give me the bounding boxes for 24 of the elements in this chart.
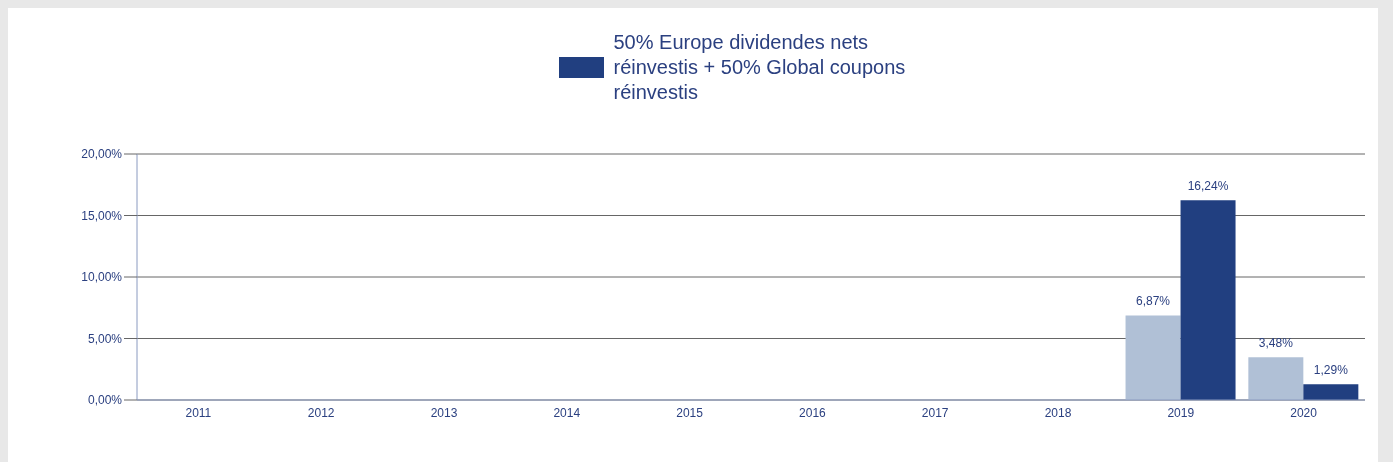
x-tick-label: 2017 — [921, 405, 949, 420]
data-label: 16,24% — [1187, 179, 1229, 194]
x-tick-label: 2020 — [1290, 405, 1318, 420]
x-tick-label: 2012 — [307, 405, 335, 420]
y-tick-label: 0,00% — [87, 393, 123, 408]
bar — [1125, 315, 1181, 400]
y-tick-label: 20,00% — [81, 147, 123, 162]
legend-label: 50% Europe dividendes nets réinvestis + 50% Global coupons réinvestis — [613, 30, 907, 105]
x-tick-label: 2019 — [1167, 405, 1195, 420]
x-tick-label: 2016 — [799, 405, 827, 420]
data-label: 6,87% — [1136, 294, 1171, 309]
data-label: 3,48% — [1258, 336, 1294, 351]
y-tick-label: 15,00% — [81, 208, 123, 223]
y-tick-label: 5,00% — [87, 331, 123, 346]
bar — [1180, 200, 1236, 400]
bar — [1248, 357, 1304, 400]
data-label: 1,29% — [1313, 363, 1349, 378]
x-tick-label: 2013 — [430, 405, 458, 420]
x-tick-label: 2015 — [676, 405, 704, 420]
x-tick-label: 2011 — [185, 405, 212, 420]
y-tick-label: 10,00% — [81, 270, 123, 285]
x-tick-label: 2018 — [1044, 405, 1072, 420]
bar — [1303, 384, 1359, 400]
x-tick-label: 2014 — [553, 405, 581, 420]
